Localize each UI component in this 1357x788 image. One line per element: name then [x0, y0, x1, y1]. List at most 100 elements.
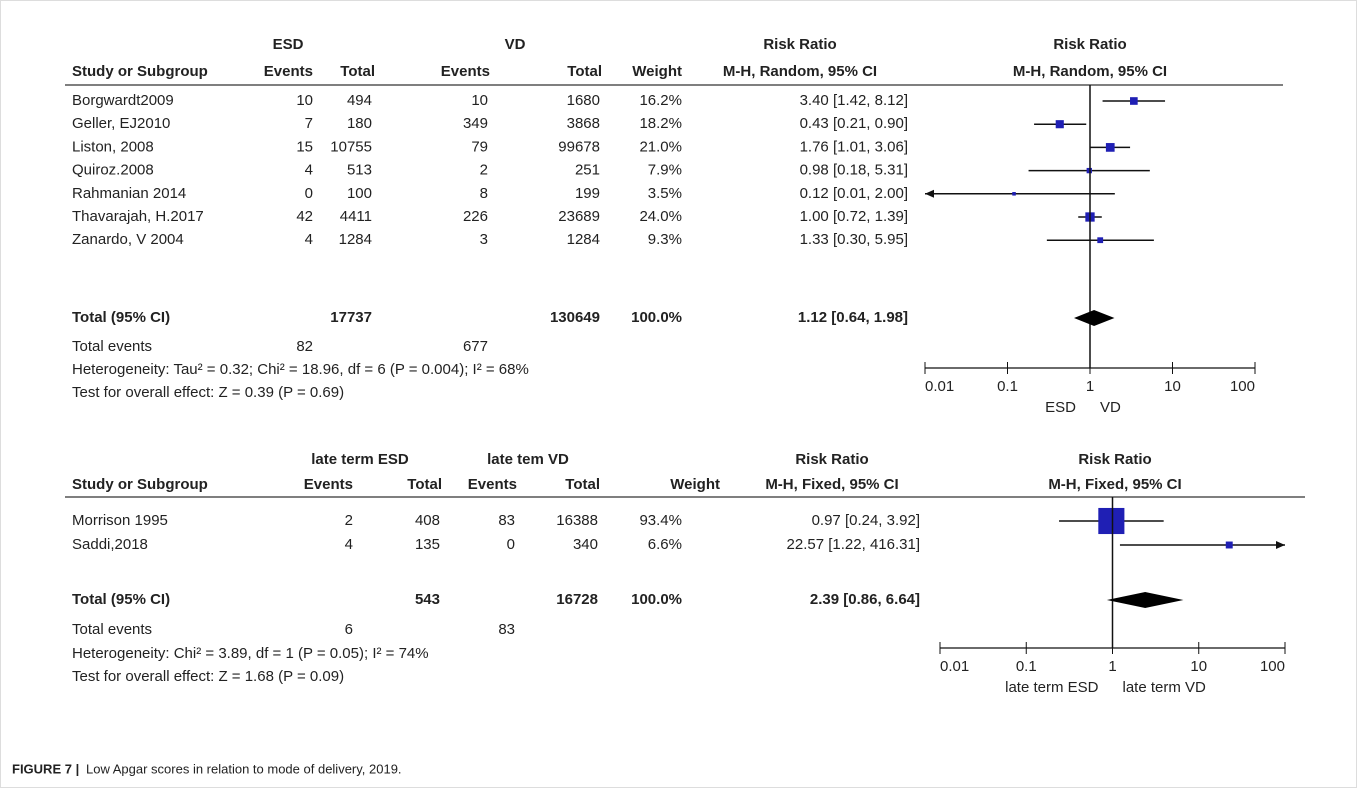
column-header: Weight	[632, 63, 682, 80]
group-header: late tem VD	[487, 451, 569, 468]
study-name: Rahmanian 2014	[72, 185, 186, 202]
cell: 1.33 [0.30, 5.95]	[800, 231, 908, 248]
cell: 199	[575, 185, 600, 202]
column-header: Risk Ratio	[1078, 451, 1151, 468]
column-header: Total	[407, 476, 442, 493]
column-header: Events	[264, 63, 313, 80]
cell: 135	[415, 536, 440, 553]
forest-panel: late term ESD late tem VD Study or Subgrou…	[65, 451, 1305, 696]
column-header: Total	[567, 63, 602, 80]
cell: 7	[305, 115, 313, 132]
cell: 251	[575, 162, 600, 179]
plot-area	[1059, 507, 1285, 549]
cell: 15	[296, 138, 313, 155]
cell: 21.0%	[639, 138, 682, 155]
cell: 0.43 [0.21, 0.90]	[800, 115, 908, 132]
cell: 4411	[340, 208, 372, 225]
column-header: M-H, Random, 95% CI	[723, 63, 877, 80]
column-header: Events	[441, 63, 490, 80]
cell: 2	[480, 162, 488, 179]
column-header: Study or Subgroup	[72, 63, 208, 80]
pooled-diamond	[1074, 310, 1115, 326]
study-name: Liston, 2008	[72, 138, 154, 155]
cell: 3868	[567, 115, 600, 132]
column-header: M-H, Random, 95% CI	[1013, 63, 1167, 80]
cell: 408	[415, 512, 440, 529]
cell: 349	[463, 115, 488, 132]
column-header: Total	[340, 63, 375, 80]
cell: 6.6%	[648, 536, 682, 553]
column-header: Events	[468, 476, 517, 493]
cell: 4	[345, 536, 353, 553]
cell: 83	[498, 512, 515, 529]
cell: 1.00 [0.72, 1.39]	[800, 208, 908, 225]
total-events-label: Total events	[72, 621, 152, 638]
study-name: Borgwardt2009	[72, 92, 174, 109]
cell: 42	[296, 208, 313, 225]
total-label: Total (95% CI)	[72, 309, 170, 326]
x-tick-label: 1	[1086, 378, 1094, 395]
plot-area	[925, 97, 1166, 244]
cell: 226	[463, 208, 488, 225]
cell: 23689	[558, 208, 600, 225]
effect-square	[1225, 541, 1233, 549]
cell: 99678	[558, 138, 600, 155]
heterogeneity: Heterogeneity: Chi² = 3.89, df = 1 (P = …	[72, 645, 429, 662]
ci-arrow	[1276, 541, 1285, 549]
overall-test: Test for overall effect: Z = 1.68 (P = 0…	[72, 668, 344, 685]
cell: 22.57 [1.22, 416.31]	[787, 536, 920, 553]
cell: 10755	[330, 138, 372, 155]
cell: 24.0%	[639, 208, 682, 225]
cell: 1680	[567, 92, 600, 109]
cell: 494	[347, 92, 372, 109]
cell: 130649	[550, 309, 600, 326]
cell: 16.2%	[639, 92, 682, 109]
cell: 1.76 [1.01, 3.06]	[800, 138, 908, 155]
group-header: VD	[505, 36, 526, 53]
column-header: M-H, Fixed, 95% CI	[1048, 476, 1181, 493]
cell: 16728	[556, 591, 598, 608]
caption-text: Low Apgar scores in relation to mode of …	[86, 761, 402, 776]
ci-arrow	[925, 189, 934, 198]
effect-square	[1105, 143, 1115, 152]
x-tick-label: 10	[1164, 378, 1181, 395]
forest-panel: ESD VD Study or Subgroup Events Total Events T…	[65, 36, 1283, 416]
cell: 8	[480, 185, 488, 202]
cell: 3	[480, 231, 488, 248]
cell: 677	[463, 338, 488, 355]
cell: 3.40 [1.42, 8.12]	[800, 92, 908, 109]
cell: 3.5%	[648, 185, 682, 202]
axis-label: late term ESD	[1005, 679, 1099, 696]
x-tick-label: 0.1	[997, 378, 1018, 395]
cell: 93.4%	[639, 512, 682, 529]
caption-label: FIGURE 7 |	[12, 761, 79, 776]
cell: 100	[347, 185, 372, 202]
cell: 7.9%	[648, 162, 682, 179]
effect-square	[1012, 192, 1016, 196]
cell: 6	[345, 621, 353, 638]
pooled-diamond	[1106, 592, 1184, 608]
cell: 1284	[339, 231, 372, 248]
cell: 83	[498, 621, 515, 638]
cell: 1.12 [0.64, 1.98]	[798, 309, 908, 326]
cell: 4	[305, 231, 313, 248]
group-header: late term ESD	[311, 451, 409, 468]
axis-label: late term VD	[1123, 679, 1207, 696]
cell: 543	[415, 591, 440, 608]
heterogeneity: Heterogeneity: Tau² = 0.32; Chi² = 18.96…	[72, 361, 529, 378]
total-events-label: Total events	[72, 338, 152, 355]
cell: 79	[471, 138, 488, 155]
axis-label: VD	[1100, 399, 1121, 416]
column-header: Events	[304, 476, 353, 493]
study-name: Thavarajah, H.2017	[72, 208, 204, 225]
x-tick-label: 10	[1190, 658, 1207, 675]
column-header: Risk Ratio	[795, 451, 868, 468]
overall-test: Test for overall effect: Z = 0.39 (P = 0…	[72, 384, 344, 401]
cell: 100.0%	[631, 309, 682, 326]
effect-square	[1130, 97, 1138, 105]
x-tick-label: 0.01	[940, 658, 969, 675]
study-name: Morrison 1995	[72, 512, 168, 529]
cell: 0	[507, 536, 515, 553]
cell: 2	[345, 512, 353, 529]
